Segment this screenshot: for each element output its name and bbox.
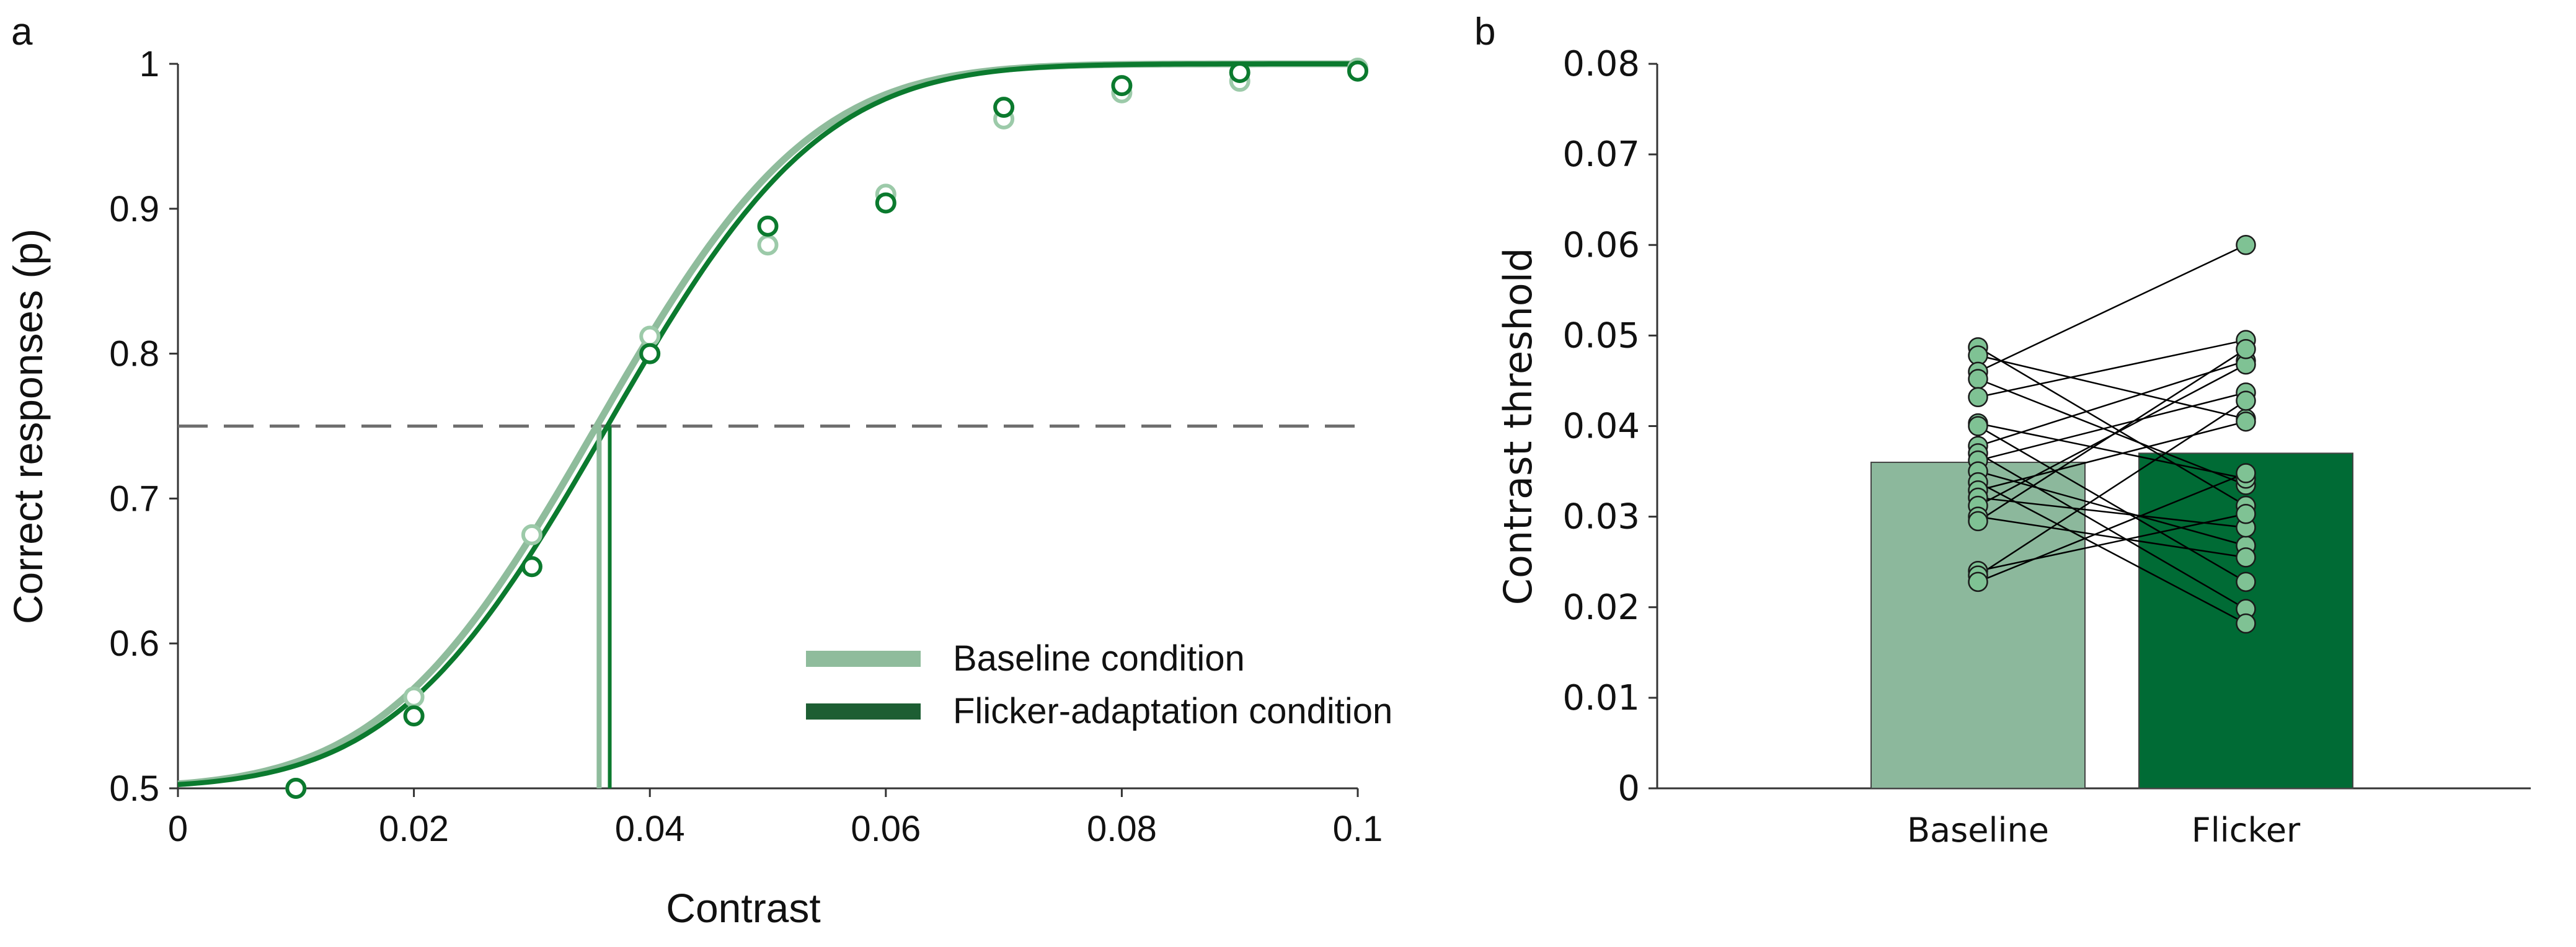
- flicker-participant-dot: [2236, 235, 2256, 255]
- y-tick-label: 1: [139, 44, 159, 84]
- baseline-data-point: [403, 686, 425, 708]
- baseline-participant-dot: [1968, 369, 1988, 389]
- participant-pair-line: [1978, 472, 2246, 583]
- x-tick-label: 0.1: [1333, 809, 1383, 849]
- baseline-data-point: [639, 325, 661, 347]
- y-tick-label: 0.02: [1562, 588, 1640, 628]
- legend-label-flicker: Flicker-adaptation condition: [953, 691, 1392, 731]
- flicker-participant-dot: [2236, 571, 2256, 592]
- participant-pair-line: [1978, 378, 2246, 486]
- flicker-data-point: [1229, 62, 1250, 84]
- y-tick-label: 0.07: [1562, 134, 1640, 175]
- x-tick-label: 0.06: [851, 809, 921, 849]
- participant-pair-line: [1978, 470, 2246, 547]
- participant-pair-line: [1977, 425, 2247, 583]
- participant-pair-line: [1978, 496, 2246, 529]
- panel-label-b: b: [1474, 11, 1495, 53]
- participant-pair-line: [1977, 400, 2247, 576]
- panel-a-x-axis-title: Contrast: [666, 885, 820, 931]
- flicker-participant-dot: [2236, 390, 2256, 411]
- baseline-participant-dot: [1968, 387, 1988, 407]
- flicker-fit-curve: [177, 61, 1358, 787]
- x-tick-label: 0.04: [615, 809, 685, 849]
- participant-pair-line: [1977, 244, 2247, 372]
- baseline-data-point: [521, 524, 542, 545]
- flicker-participant-dot: [2236, 547, 2256, 568]
- flicker-data-point: [875, 192, 896, 214]
- panel-b-threshold-bar-chart: 0 0.01 0.02 0.03 0.04 0.05 0.06 0.07 0.08 Baseli…: [1495, 44, 2531, 850]
- flicker-participant-dot: [2236, 411, 2256, 432]
- baseline-data-point: [757, 234, 779, 256]
- participant-pair-line: [1977, 481, 2247, 625]
- participant-pair-line: [1978, 420, 2246, 491]
- participant-pair-line: [1978, 392, 2246, 462]
- flicker-data-point: [521, 556, 542, 578]
- legend-swatch-baseline: [806, 651, 921, 667]
- flicker-data-point: [757, 215, 779, 237]
- flicker-data-point: [285, 778, 307, 799]
- y-tick-label: 0: [1618, 769, 1640, 809]
- flicker-data-point: [993, 97, 1015, 118]
- x-tick-label: 0.02: [379, 809, 449, 849]
- panel-b-y-axis-title: Contrast threshold: [1495, 248, 1541, 606]
- category-label-baseline: Baseline: [1907, 811, 2049, 850]
- x-tick-label: 0.08: [1087, 809, 1157, 849]
- y-tick-label: 0.08: [1562, 44, 1640, 84]
- legend-label-baseline: Baseline condition: [953, 638, 1245, 679]
- legend-swatch-flicker: [806, 703, 921, 720]
- panel-a-y-axis-title: Correct responses (p): [5, 229, 51, 624]
- y-tick-label: 0.01: [1562, 678, 1640, 718]
- flicker-participant-dot: [2236, 339, 2256, 359]
- y-tick-label: 0.9: [109, 189, 159, 229]
- baseline-participant-dot: [1968, 571, 1988, 592]
- participant-pair-line: [1978, 513, 2246, 572]
- y-tick-label: 0.5: [109, 769, 159, 809]
- panel-a-legend: Baseline condition Flicker-adaptation co…: [806, 638, 1392, 731]
- flicker-participant-dot: [2236, 613, 2256, 634]
- participant-pair-line: [1978, 360, 2246, 447]
- y-tick-label: 0.7: [109, 478, 159, 519]
- category-label-flicker: Flicker: [2192, 811, 2301, 850]
- baseline-participant-dot: [1968, 416, 1988, 436]
- flicker-participant-dot: [2236, 463, 2256, 483]
- flicker-data-point: [1347, 60, 1368, 82]
- y-tick-label: 0.06: [1562, 225, 1640, 265]
- baseline-participant-dot: [1968, 511, 1988, 532]
- y-tick-label: 0.6: [109, 623, 159, 664]
- y-tick-label: 0.8: [109, 334, 159, 374]
- participant-pair-line: [1978, 516, 2246, 558]
- participant-pair-line: [1977, 348, 2247, 522]
- flicker-participant-dot: [2236, 503, 2256, 524]
- panel-a-psychometric-plot: 0.5 0.6 0.7 0.8 0.9 1 0 0.02 0.04 0.06 0.08 0.1 Co…: [5, 44, 1392, 931]
- flicker-data-point: [639, 343, 661, 364]
- participant-pair-line: [1978, 339, 2246, 398]
- panel-label-a: a: [11, 11, 33, 53]
- participant-pair-line: [1978, 355, 2246, 420]
- flicker-data-point: [1111, 75, 1133, 97]
- y-tick-label: 0.05: [1562, 315, 1640, 356]
- y-tick-label: 0.04: [1562, 407, 1640, 447]
- flicker-data-point: [403, 705, 425, 727]
- x-tick-label: 0: [168, 809, 188, 849]
- y-tick-label: 0.03: [1562, 497, 1640, 537]
